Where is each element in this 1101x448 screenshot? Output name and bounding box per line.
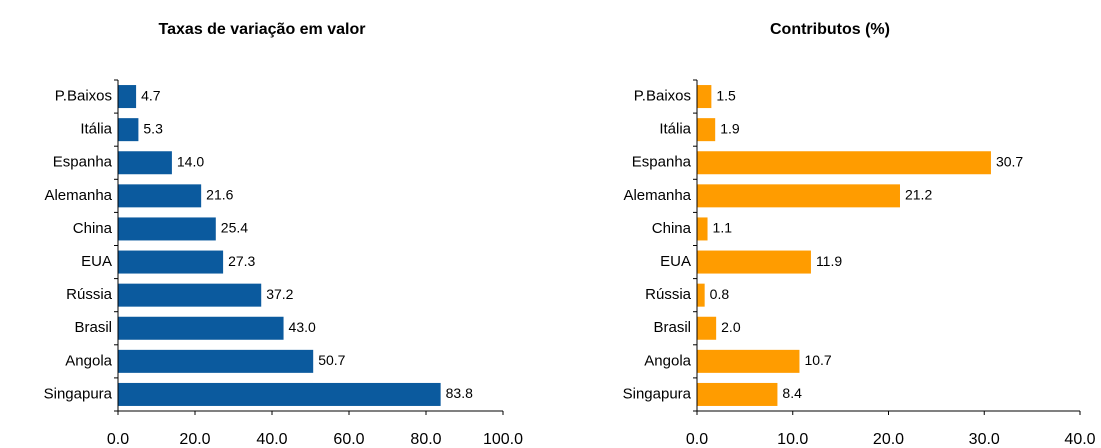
bar [697, 184, 900, 208]
value-label: 21.6 [206, 187, 233, 203]
y-tick-label: Alemanha [623, 187, 691, 204]
value-label: 50.7 [318, 352, 345, 368]
y-tick-label: Angola [65, 352, 112, 369]
x-tick-label: 30.0 [969, 431, 1000, 448]
y-tick-label: Rússia [645, 286, 692, 303]
y-tick-label: Brasil [74, 319, 112, 336]
bar [118, 184, 202, 208]
y-tick-label: Brasil [653, 319, 691, 336]
bar [697, 283, 705, 307]
value-label: 37.2 [266, 286, 293, 302]
value-label: 10.7 [804, 352, 831, 368]
x-tick-label: 80.0 [410, 431, 441, 448]
value-label: 1.5 [716, 87, 736, 103]
bar [118, 250, 224, 274]
y-tick-label: P.Baixos [55, 88, 112, 105]
value-label: 8.4 [782, 385, 802, 401]
value-label: 14.0 [177, 153, 204, 169]
bar [118, 85, 137, 109]
value-label: 43.0 [289, 319, 316, 335]
x-tick-label: 10.0 [777, 431, 808, 448]
bar [118, 217, 216, 241]
x-tick-label: 40.0 [1064, 431, 1095, 448]
bar [697, 250, 811, 274]
y-tick-label: Itália [80, 121, 112, 138]
value-label: 30.7 [996, 153, 1023, 169]
y-tick-label: Singapura [44, 385, 113, 402]
value-label: 21.2 [905, 187, 932, 203]
bar [697, 118, 716, 142]
bar [697, 85, 712, 109]
y-tick-label: China [652, 220, 692, 237]
bar [118, 349, 314, 373]
y-tick-label: Espanha [53, 154, 113, 171]
bar [118, 118, 139, 142]
y-tick-label: EUA [660, 253, 691, 270]
y-tick-label: Singapura [623, 385, 692, 402]
x-tick-label: 0.0 [686, 431, 708, 448]
value-label: 4.7 [141, 87, 161, 103]
bar [697, 382, 778, 406]
value-label: 0.8 [710, 286, 730, 302]
bar [697, 217, 708, 241]
bar [118, 316, 284, 340]
y-tick-label: EUA [81, 253, 112, 270]
bar [697, 151, 991, 175]
x-tick-label: 60.0 [333, 431, 364, 448]
y-tick-label: P.Baixos [634, 88, 691, 105]
value-label: 5.3 [143, 120, 163, 136]
chart-title: Taxas de variação em valor [159, 21, 366, 38]
y-tick-label: Rússia [66, 286, 113, 303]
value-label: 83.8 [446, 385, 473, 401]
x-tick-label: 0.0 [107, 431, 129, 448]
y-tick-label: Espanha [632, 154, 692, 171]
value-label: 27.3 [228, 253, 255, 269]
value-label: 11.9 [816, 253, 842, 269]
bar [118, 151, 172, 175]
bar [697, 316, 717, 340]
bar [697, 349, 800, 373]
value-label: 25.4 [221, 220, 248, 236]
y-tick-label: Itália [659, 121, 691, 138]
value-label: 1.9 [720, 120, 740, 136]
bar [118, 382, 441, 406]
value-label: 1.1 [713, 220, 733, 236]
y-tick-label: Angola [644, 352, 691, 369]
bar [118, 283, 262, 307]
x-tick-label: 20.0 [179, 431, 210, 448]
y-tick-label: China [73, 220, 113, 237]
x-tick-label: 20.0 [873, 431, 904, 448]
value-label: 2.0 [721, 319, 741, 335]
x-tick-label: 40.0 [256, 431, 287, 448]
x-tick-label: 100.0 [483, 431, 523, 448]
y-tick-label: Alemanha [44, 187, 112, 204]
chart-title: Contributos (%) [770, 21, 890, 38]
